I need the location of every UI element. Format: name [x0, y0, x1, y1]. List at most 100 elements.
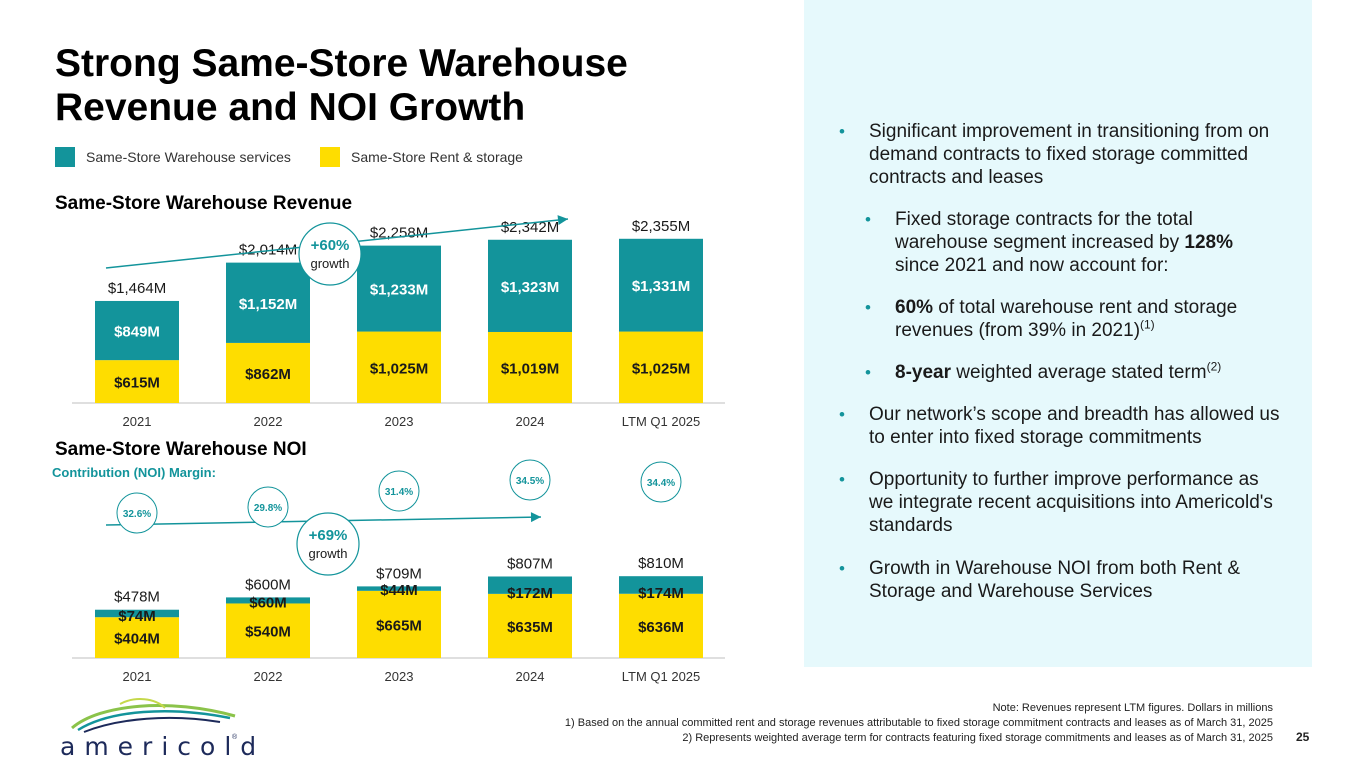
margin-value-0: 32.6% [123, 509, 151, 520]
chart0-total-3: $2,342M [501, 219, 559, 236]
chart0-label-services-4: $1,331M [632, 278, 690, 295]
chart1-label-rent-1: $540M [245, 624, 291, 641]
legend-rent: Same-Store Rent & storage [320, 146, 523, 168]
margin-value-4: 34.4% [647, 478, 675, 489]
chart0-bar-services-0 [95, 300, 179, 361]
chart1-bar-rent-0 [95, 617, 179, 658]
chart1-bar-rent-2 [357, 590, 441, 658]
footnote-note: Note: Revenues represent LTM figures. Do… [992, 702, 1273, 714]
bullet-3-text: of total warehouse rent and storage reve… [895, 297, 1238, 341]
chart0-bar-services-4 [619, 238, 703, 332]
bullet-marker: • [865, 298, 871, 317]
chart0-total-4: $2,355M [632, 218, 690, 235]
chart1-total-0: $478M [114, 589, 160, 606]
chart0-category-0: 2021 [123, 414, 152, 429]
charts-svg: $615M$849M$1,464M2021$862M$1,152M$2,014M… [72, 215, 725, 684]
right-panel [804, 0, 1312, 667]
margin-circle-1 [247, 486, 289, 528]
revenue-growth-bubble-value: +60% [311, 237, 350, 254]
chart1-label-rent-0: $404M [114, 631, 160, 648]
legend-rent-label: Same-Store Rent & storage [351, 149, 523, 165]
chart0-label-services-0: $849M [114, 324, 160, 341]
margin-circle-4 [640, 461, 682, 503]
chart0-label-rent-3: $1,019M [501, 360, 559, 377]
chart0-label-rent-1: $862M [245, 366, 291, 383]
chart1-bar-services-4 [619, 576, 703, 594]
chart0-label-rent-4: $1,025M [632, 360, 690, 377]
margin-value-3: 34.5% [516, 476, 544, 487]
chart1-bar-rent-1 [226, 603, 310, 658]
bullet-3: • 60% of total warehouse rent and storag… [865, 296, 1255, 342]
logo-swoosh-icon [71, 698, 236, 733]
margin-value-2: 31.4% [385, 487, 413, 498]
legend-services: Same-Store Warehouse services [55, 146, 291, 168]
chart1-label-services-0: $74M [118, 608, 156, 625]
chart0-total-0: $1,464M [108, 280, 166, 297]
chart1-label-services-3: $172M [507, 585, 553, 602]
chart1-label-rent-2: $665M [376, 617, 422, 634]
legend-services-label: Same-Store Warehouse services [86, 149, 291, 165]
bullet-1-text: Significant improvement in transitioning… [869, 121, 1270, 188]
chart1-category-3: 2024 [516, 669, 545, 684]
margin-circle-2 [378, 470, 420, 512]
chart1-category-2: 2023 [385, 669, 414, 684]
bullet-marker: • [839, 122, 845, 141]
chart0-label-services-2: $1,233M [370, 282, 428, 299]
chart0-bar-rent-1 [226, 342, 310, 403]
chart0-bar-services-3 [488, 239, 572, 332]
chart0-label-rent-2: $1,025M [370, 360, 428, 377]
chart0-category-2: 2023 [385, 414, 414, 429]
bullet-2-pre: Fixed storage contracts for the total wa… [895, 209, 1193, 253]
bullet-2-bold: 128% [1184, 232, 1233, 253]
chart1-total-1: $600M [245, 576, 291, 593]
chart1-category-4: LTM Q1 2025 [622, 669, 701, 684]
noi-growth-bubble-text: growth [308, 546, 347, 561]
bullet-6-text: Opportunity to further improve performan… [869, 469, 1273, 536]
bullet-marker: • [865, 363, 871, 382]
bullet-7: • Growth in Warehouse NOI from both Rent… [839, 557, 1279, 603]
chart0-label-services-1: $1,152M [239, 296, 297, 313]
margin-circle-3 [509, 459, 551, 501]
chart1-label-services-2: $44M [380, 582, 418, 599]
chart1-label-services-4: $174M [638, 585, 684, 602]
bullet-marker: • [839, 405, 845, 424]
bullet-4-sup: (2) [1206, 359, 1222, 374]
chart1-label-rent-3: $635M [507, 619, 553, 636]
chart1-bar-rent-3 [488, 593, 572, 658]
margin-circle-0 [116, 492, 158, 534]
bullet-4: • 8-year weighted average stated term(2) [865, 359, 1275, 384]
bullet-3-bold: 60% [895, 297, 934, 318]
title-line-2: Revenue and NOI Growth [55, 86, 526, 129]
noi-growth-bubble-value: +69% [309, 527, 348, 544]
bullet-5: • Our network’s scope and breadth has al… [839, 403, 1284, 449]
revenue-growth-bubble-text: growth [310, 256, 349, 271]
bullet-4-text: weighted average stated term [951, 362, 1207, 383]
page-number: 25 [1296, 730, 1310, 744]
footnote-2: 2) Represents weighted average term for … [682, 732, 1273, 744]
chart1-bar-services-2 [357, 586, 441, 591]
title-line-1: Strong Same-Store Warehouse [55, 42, 628, 85]
margin-label: Contribution (NOI) Margin: [52, 465, 216, 480]
chart1-category-1: 2022 [254, 669, 283, 684]
chart1-total-3: $807M [507, 555, 553, 572]
bullet-6: • Opportunity to further improve perform… [839, 468, 1274, 537]
revenue-growth-bubble-circle [298, 222, 362, 286]
bullet-marker: • [839, 470, 845, 489]
chart0-bar-services-1 [226, 262, 310, 343]
chart1-bar-services-0 [95, 609, 179, 618]
revenue-growth-arrow-head [557, 215, 568, 226]
bullet-2: • Fixed storage contracts for the total … [865, 208, 1275, 277]
americold-logo: americold ® [60, 696, 256, 761]
legend-rent-swatch [320, 147, 340, 167]
chart0-bar-services-2 [357, 245, 441, 332]
chart0-label-rent-0: $615M [114, 375, 160, 392]
bullet-1: • Significant improvement in transitioni… [839, 120, 1289, 189]
chart0-bar-rent-0 [95, 360, 179, 403]
legend-services-swatch [55, 147, 75, 167]
logo-registered: ® [232, 734, 238, 741]
noi-chart-title: Same-Store Warehouse NOI [55, 439, 307, 460]
chart1-total-4: $810M [638, 555, 684, 572]
bullet-2-post: since 2021 and now account for: [895, 255, 1169, 276]
chart1-label-services-1: $60M [249, 594, 287, 611]
noi-growth-bubble-circle [296, 512, 360, 576]
